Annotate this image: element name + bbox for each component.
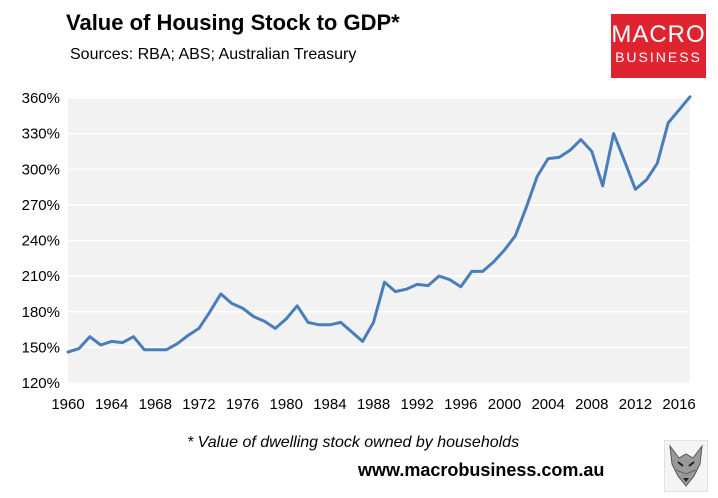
x-tick-label: 1968 xyxy=(139,396,172,413)
y-tick-label: 240% xyxy=(22,233,60,250)
x-tick-label: 1996 xyxy=(444,396,477,413)
x-tick-label: 1984 xyxy=(313,396,346,413)
series-line xyxy=(66,95,692,354)
logo-line-1: MACRO xyxy=(611,21,706,48)
x-tick-label: 2012 xyxy=(619,396,652,413)
x-axis-ticks: 1960 1964 1968 1972 1976 1980 1984 1988 1992 1996… xyxy=(51,396,695,413)
footnote: * Value of dwelling stock owned by house… xyxy=(187,434,520,451)
y-axis-ticks: 120% 150% 180% 210% 240% 270% 300% 330% 360% xyxy=(22,90,60,392)
x-tick-label: 2000 xyxy=(488,396,521,413)
y-tick-label: 150% xyxy=(22,339,60,356)
y-tick-label: 180% xyxy=(22,304,60,321)
fox-logo-icon xyxy=(664,440,708,492)
x-tick-label: 1992 xyxy=(401,396,434,413)
logo-line-2: BUSINESS xyxy=(615,49,702,65)
x-tick-label: 2008 xyxy=(575,396,608,413)
y-tick-label: 120% xyxy=(22,375,60,392)
chart-title: Value of Housing Stock to GDP* xyxy=(66,10,400,35)
y-tick-label: 300% xyxy=(22,161,60,178)
x-tick-label: 2004 xyxy=(531,396,564,413)
y-tick-label: 210% xyxy=(22,268,60,285)
x-tick-label: 1960 xyxy=(51,396,84,413)
x-tick-label: 1976 xyxy=(226,396,259,413)
y-tick-label: 330% xyxy=(22,126,60,143)
website-link[interactable]: www.macrobusiness.com.au xyxy=(358,460,605,480)
x-tick-label: 1988 xyxy=(357,396,390,413)
x-tick-label: 1980 xyxy=(270,396,303,413)
x-tick-label: 1972 xyxy=(182,396,215,413)
y-tick-label: 360% xyxy=(22,90,60,107)
x-tick-label: 2016 xyxy=(662,396,695,413)
chart-subtitle: Sources: RBA; ABS; Australian Treasury xyxy=(70,46,357,63)
y-tick-label: 270% xyxy=(22,197,60,214)
macrobusiness-logo: MACRO BUSINESS xyxy=(611,14,706,78)
x-tick-label: 1964 xyxy=(95,396,128,413)
